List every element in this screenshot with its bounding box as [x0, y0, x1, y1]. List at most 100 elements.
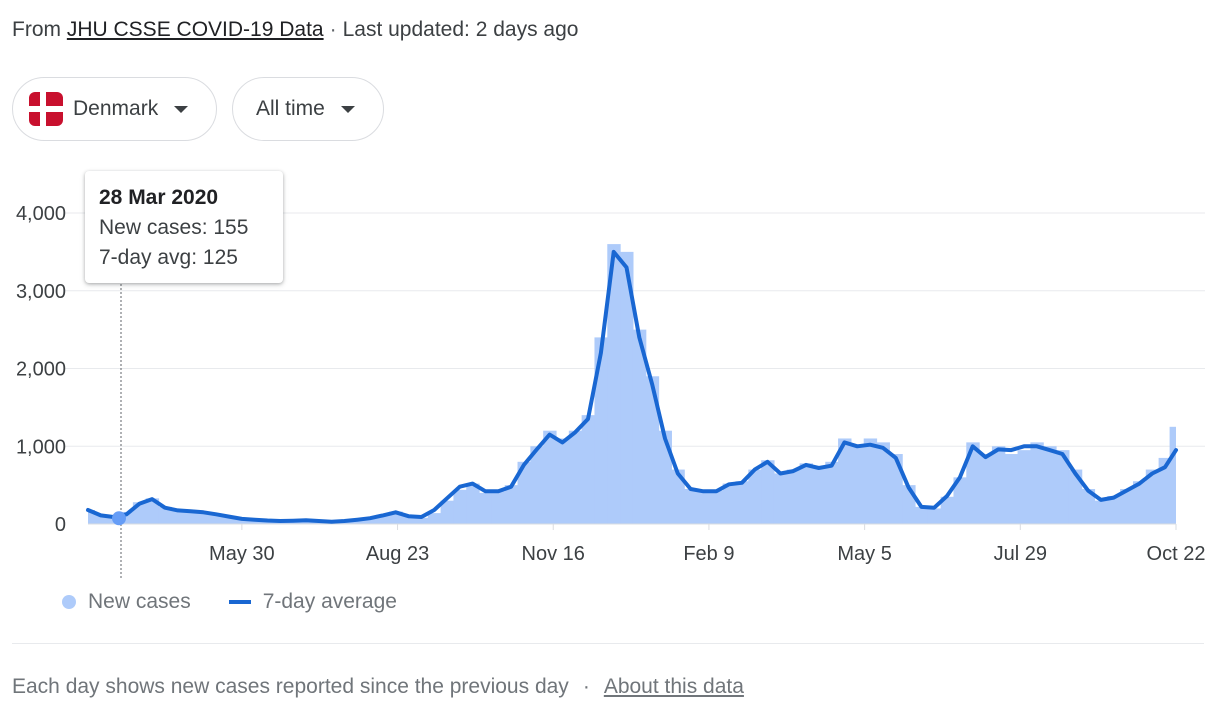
new-cases-bar [850, 446, 865, 524]
new-cases-bar [773, 473, 788, 524]
new-cases-bar [991, 446, 1006, 524]
new-cases-bar [915, 506, 929, 524]
new-cases-bar [966, 442, 980, 524]
new-cases-bar [1107, 496, 1121, 524]
new-cases-bar [479, 492, 493, 524]
new-cases-bar [863, 438, 878, 524]
about-data-link[interactable]: About this data [603, 675, 744, 698]
last-updated-text: Last updated: 2 days ago [342, 18, 579, 41]
new-cases-bar [235, 518, 249, 524]
country-selector[interactable]: Denmark [12, 77, 217, 141]
new-cases-bar [761, 460, 775, 524]
tooltip-date: 28 Mar 2020 [99, 186, 219, 209]
new-cases-bar [427, 513, 442, 524]
y-tick-label: 4,000 [16, 203, 66, 225]
new-cases-bar [466, 483, 480, 524]
new-cases-bar [940, 496, 955, 524]
new-cases-bar [1169, 426, 1176, 524]
divider [12, 643, 1204, 644]
new-cases-bar [158, 506, 172, 524]
new-cases-bar [1056, 450, 1070, 524]
footer-separator: · [582, 675, 590, 698]
new-cases-bar [196, 512, 211, 524]
new-cases-bar [838, 438, 852, 524]
new-cases-bar [555, 438, 570, 524]
new-cases-bar [414, 517, 429, 524]
new-cases-bar [1043, 446, 1057, 524]
new-cases-bar [1068, 469, 1083, 524]
new-cases-bar [1030, 442, 1044, 524]
time-range-label: All time [256, 97, 325, 120]
y-tick-label: 2,000 [16, 359, 66, 381]
new-cases-bar [568, 430, 583, 524]
x-tick-label: Oct 22 [1147, 543, 1206, 565]
new-cases-bar [620, 251, 634, 524]
y-tick-label: 1,000 [16, 436, 66, 458]
chart-tooltip: 28 Mar 2020 New cases: 155 7-day avg: 12… [85, 171, 283, 283]
new-cases-bar [363, 517, 378, 524]
legend-new-cases-label: New cases [88, 590, 191, 613]
new-cases-bar [376, 514, 390, 524]
new-cases-bar [722, 483, 737, 524]
hover-marker [112, 511, 126, 526]
new-cases-bar [504, 485, 519, 524]
new-cases-bar [491, 491, 506, 524]
new-cases-bar [671, 469, 685, 524]
new-cases-bar [440, 500, 455, 524]
chart-legend: New cases 7-day average [62, 590, 397, 614]
time-range-selector[interactable]: All time [232, 77, 384, 141]
new-cases-bar [645, 376, 660, 524]
new-cases-bar [825, 461, 839, 524]
x-tick-label: Nov 16 [522, 543, 585, 565]
source-link[interactable]: JHU CSSE COVID-19 Data [66, 18, 324, 41]
new-cases-bar [1158, 457, 1173, 524]
tooltip-avg: 7-day avg: 125 [99, 246, 238, 269]
x-tick-label: May 30 [209, 543, 275, 565]
source-separator: · [329, 18, 337, 41]
chevron-down-icon [174, 105, 189, 113]
legend-avg-label: 7-day average [262, 590, 397, 613]
footer-note: Each day shows new cases reported since … [12, 675, 569, 698]
new-cases-bar [453, 489, 467, 524]
new-cases-bar [517, 461, 531, 524]
new-cases-bar [402, 515, 416, 524]
new-cases-bar [709, 490, 724, 524]
new-cases-bar [581, 415, 596, 524]
new-cases-bar [953, 477, 967, 524]
denmark-flag-icon [29, 92, 63, 126]
new-cases-bar [735, 481, 749, 524]
new-cases-bar [209, 513, 224, 524]
new-cases-bar [1094, 500, 1108, 524]
new-cases-bar [184, 510, 198, 524]
chevron-down-icon [340, 105, 355, 113]
new-cases-bar [786, 469, 801, 524]
new-cases-bar [1132, 481, 1147, 524]
x-tick-label: May 5 [837, 543, 891, 565]
y-tick-label: 0 [55, 514, 66, 536]
new-cases-bar [607, 244, 621, 524]
avg-line [86, 249, 1178, 524]
new-cases-bar [927, 508, 942, 524]
legend-new-cases-swatch [62, 595, 76, 609]
new-cases-bar [530, 446, 544, 524]
new-cases-bar [543, 430, 557, 524]
new-cases-bar [145, 498, 160, 524]
x-tick-label: Aug 23 [366, 543, 429, 565]
new-cases-bar [94, 514, 108, 524]
new-cases-bar [697, 491, 711, 524]
cases-chart[interactable]: 0 1,000 2,000 3,000 4,000 May 30 Aug 23 Nov 16 F… [0, 150, 1219, 590]
new-cases-bar [799, 463, 814, 524]
new-cases-bar [594, 337, 608, 524]
new-cases-bar [88, 510, 95, 524]
new-cases-bar [1004, 454, 1019, 524]
new-cases-bar [1120, 489, 1134, 524]
footer: Each day shows new cases reported since … [12, 675, 744, 699]
new-cases-bar [979, 454, 993, 524]
new-cases-bar [632, 329, 647, 524]
new-cases-bar [1081, 489, 1096, 524]
new-cases-bar [748, 469, 762, 524]
legend-avg-swatch [228, 600, 251, 604]
tooltip-new-cases: New cases: 155 [99, 216, 249, 239]
new-cases-bar [222, 516, 237, 524]
source-prefix: From [12, 18, 61, 41]
